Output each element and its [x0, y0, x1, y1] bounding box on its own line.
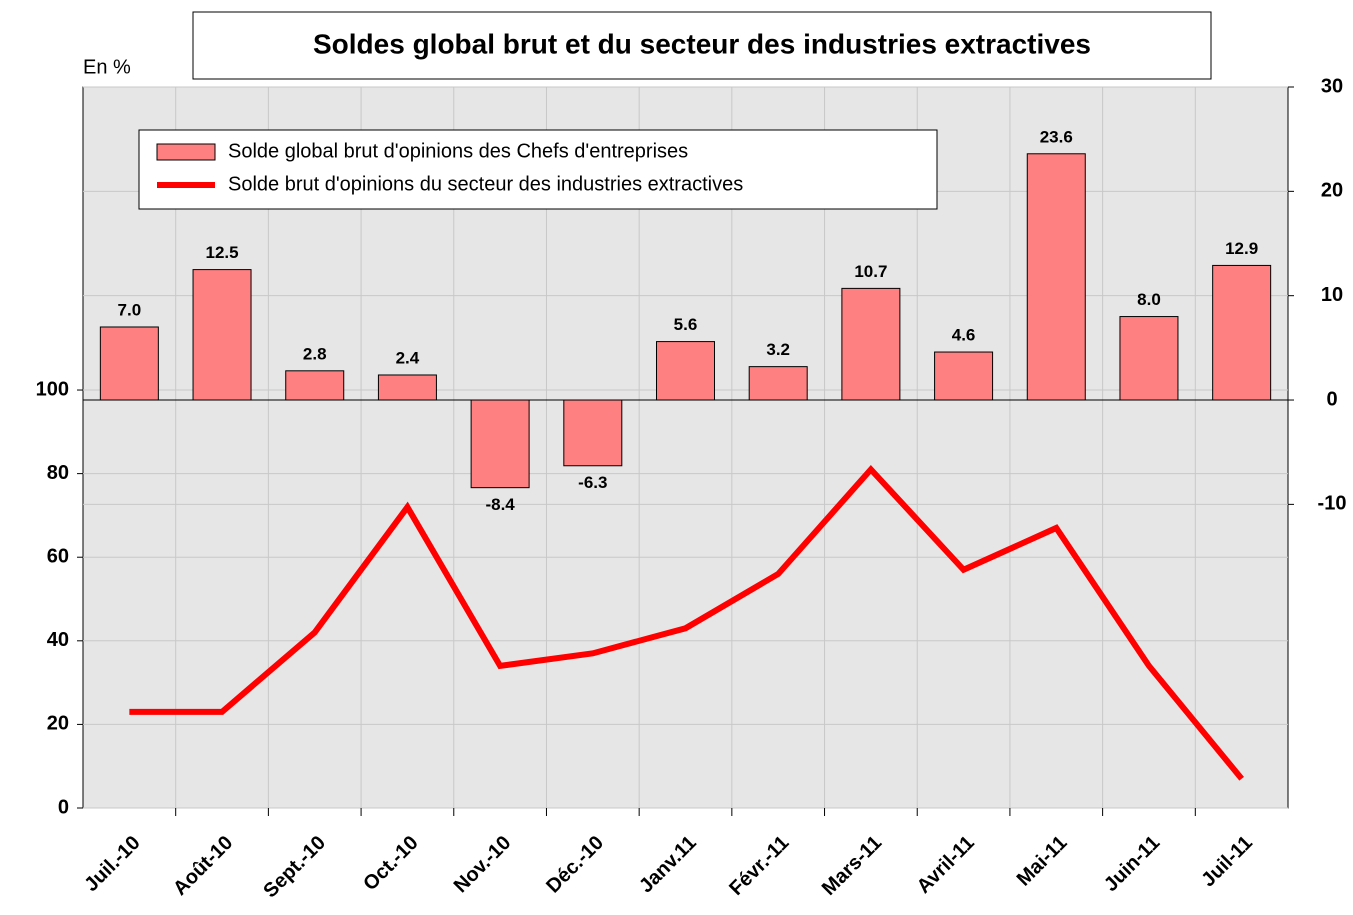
bar: [192, 269, 252, 401]
y-tick-label: 0: [58, 796, 69, 818]
y2-tick-label: 0: [1326, 388, 1337, 410]
x-tick-label: Avril-11: [913, 832, 979, 898]
x-tick-label: Août-10: [169, 832, 237, 900]
x-tick-label: Juin-11: [1100, 832, 1164, 896]
legend-swatch: [156, 143, 216, 161]
x-tick-label: Juil.-10: [80, 832, 144, 896]
x-tick-label: Mars-11: [818, 832, 886, 900]
y-tick-label: 100: [36, 378, 69, 400]
y-tick-label: 60: [47, 545, 69, 567]
data-label: 12.5: [205, 243, 238, 262]
data-label: -8.4: [485, 495, 515, 514]
bar: [470, 399, 530, 489]
line-series: [129, 464, 1244, 781]
legend: [138, 129, 938, 210]
x-tick-label: Sept.-10: [259, 832, 330, 903]
bar: [285, 370, 345, 401]
y2-tick-label: -10: [1318, 493, 1347, 515]
x-tick-label: Mai-11: [1013, 832, 1072, 891]
data-label: 10.7: [854, 262, 887, 281]
y-tick-label: 40: [47, 629, 69, 651]
data-label: 7.0: [118, 300, 142, 319]
bar: [99, 326, 159, 401]
data-label: 5.6: [674, 315, 698, 334]
x-tick-label: Nov.-10: [450, 832, 516, 898]
data-label: 2.4: [396, 348, 420, 367]
x-tick-label: Déc.-10: [542, 832, 608, 898]
x-tick-label: Juil-11: [1197, 832, 1257, 892]
bar: [563, 399, 623, 467]
y-axis-label: En %: [83, 56, 131, 78]
bar: [1119, 316, 1179, 401]
data-label: 8.0: [1137, 290, 1161, 309]
x-tick-label: Févr.-11: [725, 832, 793, 900]
y-tick-label: 20: [47, 713, 69, 735]
y2-tick-label: 30: [1321, 75, 1343, 97]
y2-tick-label: 20: [1321, 180, 1343, 202]
legend-label: Solde brut d'opinions du secteur des ind…: [228, 173, 743, 195]
bar: [656, 341, 715, 401]
bar: [1212, 264, 1272, 401]
bar: [1026, 153, 1086, 401]
data-label: 23.6: [1040, 127, 1073, 146]
legend-label: Solde global brut d'opinions des Chefs d…: [228, 140, 688, 162]
x-tick-label: Oct.-10: [359, 832, 423, 896]
data-label: 4.6: [952, 326, 976, 345]
bar: [377, 374, 437, 401]
bar: [748, 366, 808, 401]
x-tick-label: Janv.11: [635, 832, 701, 898]
bar: [841, 287, 901, 401]
data-label: 2.8: [303, 344, 327, 363]
bar: [934, 351, 994, 401]
data-label: 12.9: [1225, 239, 1258, 258]
data-label: -6.3: [578, 473, 607, 492]
data-label: 3.2: [766, 340, 790, 359]
y2-tick-label: 10: [1321, 284, 1343, 306]
y-tick-label: 80: [47, 462, 69, 484]
title-box: [192, 11, 1212, 80]
chart-title: Soldes global brut et du secteur des ind…: [313, 28, 1091, 59]
